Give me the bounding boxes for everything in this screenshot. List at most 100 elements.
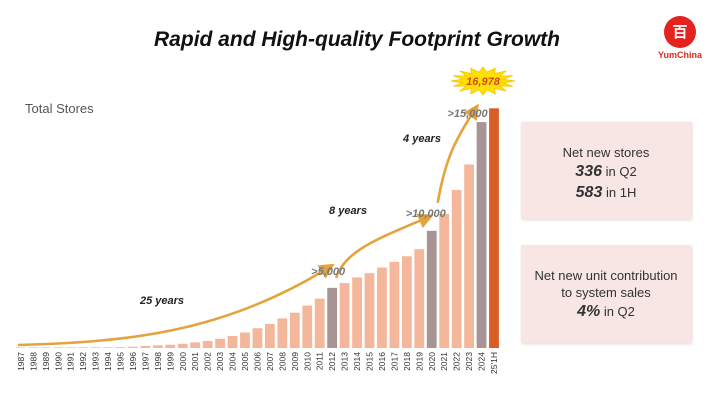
growth-arrows — [17, 103, 479, 347]
x-tick-2012: 2012 — [327, 352, 337, 371]
x-tick-1987: 1987 — [16, 352, 26, 371]
yum-china-logo: 百 YumChina — [652, 16, 708, 68]
bar-2008 — [277, 318, 288, 348]
x-tick-labels: 1987 1988 1989 1990 1991 1992 1993 1994 1995 1996… — [16, 352, 499, 374]
x-tick-1993: 1993 — [91, 352, 101, 371]
contribution-suffix: in Q2 — [603, 304, 635, 319]
contribution-heading-line-2: to system sales — [561, 285, 651, 300]
x-tick-2011: 2011 — [315, 352, 325, 371]
x-tick-2023: 2023 — [464, 352, 474, 371]
x-tick-1998: 1998 — [153, 352, 163, 371]
bar-2019 — [414, 249, 425, 348]
bar-2021 — [439, 213, 450, 348]
bar-1994 — [103, 347, 113, 348]
x-tick-1989: 1989 — [41, 352, 51, 371]
contribution-heading-line-1: Net new unit contribution — [534, 268, 678, 283]
milestone-15000: >15,000 — [448, 108, 489, 120]
bar-2000 — [177, 343, 188, 348]
bar-1996 — [128, 346, 138, 348]
milestone-10000: >10,000 — [406, 208, 447, 220]
period-label-4-years: 4 years — [402, 133, 441, 145]
latest-total-value: 16,978 — [466, 76, 501, 88]
x-tick-25'1H: 25'1H — [489, 352, 499, 374]
bar-1993 — [90, 347, 101, 348]
bar-2007 — [265, 324, 275, 348]
x-tick-2001: 2001 — [190, 352, 200, 371]
bar-2004 — [227, 336, 238, 348]
x-tick-2017: 2017 — [389, 352, 399, 371]
x-tick-2014: 2014 — [352, 352, 362, 371]
logo-mark: 百 — [664, 16, 696, 48]
x-tick-1994: 1994 — [103, 352, 113, 371]
bar-1999 — [165, 344, 176, 348]
bar-2009 — [289, 312, 300, 348]
system-sales-contribution-panel: Net new unit contribution to system sale… — [521, 245, 691, 343]
bar-2012 — [327, 287, 338, 348]
x-tick-2000: 2000 — [178, 352, 188, 371]
x-tick-2018: 2018 — [402, 352, 412, 371]
net-new-stores-panel: Net new stores 336 in Q2 583 in 1H — [521, 122, 691, 219]
x-tick-1995: 1995 — [116, 352, 126, 371]
bar-2022 — [451, 189, 462, 348]
bar-2005 — [240, 332, 250, 348]
q2-stores-value: 336 — [575, 163, 602, 180]
bar-1990 — [53, 347, 64, 348]
growth-arrow-4y — [436, 103, 479, 204]
x-tick-2007: 2007 — [265, 352, 275, 371]
period-label-25-years: 25 years — [139, 295, 184, 307]
x-tick-2016: 2016 — [377, 352, 387, 371]
bar-1988 — [28, 347, 39, 348]
x-tick-2020: 2020 — [427, 352, 437, 371]
bar-2017 — [389, 261, 400, 348]
bar-1997 — [140, 346, 151, 348]
bar-2018 — [401, 256, 412, 348]
x-tick-2008: 2008 — [277, 352, 287, 371]
x-tick-1991: 1991 — [66, 352, 76, 371]
x-tick-2006: 2006 — [252, 352, 262, 371]
1h-stores-row: 583 in 1H — [521, 182, 691, 203]
x-tick-2015: 2015 — [365, 352, 375, 371]
growth-arrow-25y — [17, 263, 335, 347]
x-tick-1996: 1996 — [128, 352, 138, 371]
latest-total-starburst — [450, 66, 516, 96]
milestone-5000: >5,000 — [311, 266, 346, 278]
bar-2011 — [314, 298, 325, 348]
x-tick-2004: 2004 — [228, 352, 238, 371]
bar-2002 — [202, 340, 213, 348]
bar-2016 — [377, 267, 387, 348]
bar-2003 — [215, 338, 225, 348]
growth-arrow-8y — [334, 213, 434, 279]
q2-stores-suffix: in Q2 — [605, 164, 637, 179]
chart-annotations: >5,000 >10,000 >15,000 25 years 8 years 4 yea… — [139, 66, 516, 307]
contribution-row: 4% in Q2 — [521, 301, 691, 322]
x-tick-2021: 2021 — [439, 352, 449, 371]
bar-2014 — [352, 277, 362, 348]
bar-2020 — [426, 230, 437, 348]
q2-stores-row: 336 in Q2 — [521, 161, 691, 182]
x-tick-1992: 1992 — [78, 352, 88, 371]
x-tick-2002: 2002 — [203, 352, 213, 371]
x-tick-2024: 2024 — [477, 352, 487, 371]
bar-1992 — [78, 347, 89, 348]
bar-1989 — [40, 347, 51, 348]
logo-wordmark: YumChina — [657, 50, 702, 60]
x-tick-2010: 2010 — [302, 352, 312, 371]
1h-stores-suffix: in 1H — [605, 185, 637, 200]
x-tick-2019: 2019 — [414, 352, 424, 371]
x-tick-2022: 2022 — [452, 352, 462, 371]
x-tick-1990: 1990 — [53, 352, 63, 371]
bar-1991 — [65, 347, 76, 348]
x-tick-2009: 2009 — [290, 352, 300, 371]
contribution-value: 4% — [577, 303, 601, 320]
bar-1995 — [115, 347, 126, 348]
x-tick-2013: 2013 — [340, 352, 350, 371]
bar-2015 — [364, 273, 375, 348]
bar-2006 — [252, 328, 263, 348]
bar-series — [16, 108, 499, 349]
bar-2024 — [476, 122, 487, 348]
period-label-8-years: 8 years — [329, 205, 367, 217]
x-tick-1997: 1997 — [140, 352, 150, 371]
bar-2023 — [464, 164, 474, 348]
x-tick-2005: 2005 — [240, 352, 250, 371]
